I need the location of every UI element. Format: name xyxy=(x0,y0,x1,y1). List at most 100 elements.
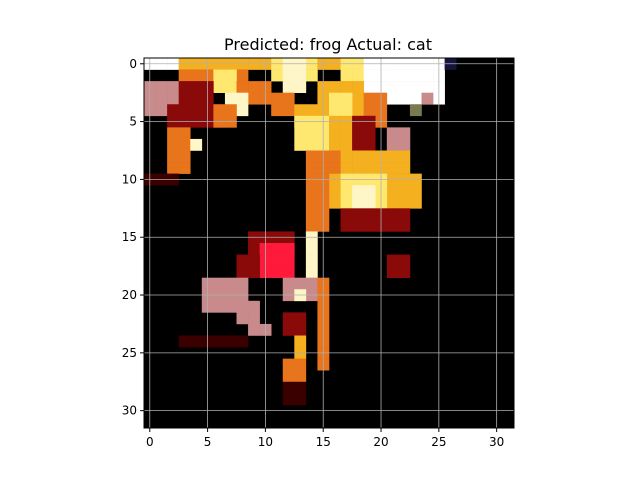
image-pixel xyxy=(363,127,376,140)
image-pixel xyxy=(305,196,318,209)
image-pixel xyxy=(167,92,179,105)
image-pixel xyxy=(340,81,353,93)
image-pixel xyxy=(329,127,341,140)
image-pixel xyxy=(386,162,399,174)
image-pixel xyxy=(340,162,353,174)
image-pixel xyxy=(305,138,318,151)
image-pixel xyxy=(409,185,422,198)
image-pixel xyxy=(386,196,399,209)
image-pixel xyxy=(167,150,179,163)
y-tick-label: 15 xyxy=(122,230,137,244)
image-pixel xyxy=(398,138,411,151)
image-pixel xyxy=(386,254,399,267)
image-pixel xyxy=(398,150,411,163)
image-pixel xyxy=(305,150,318,163)
image-pixel xyxy=(282,312,295,325)
image-pixel xyxy=(224,300,237,313)
image-pixel xyxy=(398,162,411,174)
image-pixel xyxy=(398,219,411,232)
image-pixel xyxy=(167,104,179,117)
image-pixel xyxy=(352,196,364,209)
image-pixel xyxy=(329,92,341,105)
image-pixel xyxy=(190,92,203,105)
x-tick-label: 20 xyxy=(373,435,388,449)
image-pixel xyxy=(236,81,249,93)
image-pixel xyxy=(398,92,411,105)
y-tick-label: 10 xyxy=(122,172,137,186)
image-pixel xyxy=(248,323,260,336)
image-pixel xyxy=(178,69,191,82)
image-pixel xyxy=(398,81,411,93)
image-pixel xyxy=(386,266,399,278)
image-pixel xyxy=(248,254,260,267)
image-pixel xyxy=(340,69,353,82)
image-pixel xyxy=(352,127,364,140)
image-pixel xyxy=(340,127,353,140)
image-pixel xyxy=(363,69,376,82)
image-pixel xyxy=(398,266,411,278)
image-pixel xyxy=(248,266,260,278)
y-tick-label: 25 xyxy=(122,346,137,360)
image-pixel xyxy=(248,92,260,105)
image-pixel xyxy=(398,127,411,140)
image-pixel xyxy=(363,81,376,93)
image-pixel xyxy=(248,300,260,313)
image-pixel xyxy=(282,92,295,105)
image-pixel xyxy=(386,127,399,140)
image-pixel xyxy=(386,150,399,163)
image-pixel xyxy=(409,69,422,82)
image-pixel xyxy=(282,381,295,394)
image-pixel xyxy=(340,150,353,163)
image-pixel xyxy=(340,138,353,151)
image-pixel xyxy=(352,208,364,221)
image-pixel xyxy=(282,104,295,117)
image-pixel xyxy=(398,185,411,198)
image-pixel xyxy=(386,219,399,232)
image-pixel xyxy=(224,335,237,348)
image-pixel xyxy=(352,92,364,105)
image-pixel xyxy=(363,208,376,221)
image-pixel xyxy=(421,69,434,82)
image-pixel xyxy=(294,81,307,93)
image-pixel xyxy=(178,150,191,163)
image-pixel xyxy=(282,358,295,371)
image-pixel xyxy=(363,219,376,232)
image-pixel xyxy=(224,81,237,93)
image-plot xyxy=(143,57,515,429)
image-pixel xyxy=(178,92,191,105)
image-pixel xyxy=(155,81,168,93)
image-pixel xyxy=(190,138,203,151)
image-pixel xyxy=(329,104,341,117)
image-pixel xyxy=(236,312,249,325)
image-pixel xyxy=(213,335,226,348)
image-pixel xyxy=(190,69,203,82)
image-pixel xyxy=(386,185,399,198)
image-pixel xyxy=(398,254,411,267)
image-pixel xyxy=(282,277,295,290)
y-axis: 0 5 10 15 20 25 30 xyxy=(122,57,144,418)
y-tick-label: 30 xyxy=(122,404,137,418)
image-pixel xyxy=(282,254,295,267)
x-tick-label: 25 xyxy=(431,435,446,449)
image-pixel xyxy=(363,92,376,105)
image-pixel xyxy=(352,162,364,174)
image-pixel xyxy=(213,81,226,93)
image-pixel xyxy=(271,254,284,267)
image-pixel xyxy=(178,127,191,140)
image-pixel xyxy=(305,185,318,198)
image-pixel xyxy=(294,335,307,348)
image-pixel xyxy=(294,358,307,371)
image-pixel xyxy=(282,393,295,406)
image-pixel xyxy=(271,92,284,105)
image-pixel xyxy=(352,219,364,232)
image-pixel xyxy=(398,196,411,209)
image-pixel xyxy=(409,81,422,93)
y-tick-label: 0 xyxy=(129,57,137,71)
image-pixel xyxy=(363,150,376,163)
image-pixel xyxy=(294,323,307,336)
image-pixel xyxy=(190,335,203,348)
image-pixel xyxy=(178,104,191,117)
image-pixel xyxy=(167,127,179,140)
x-tick-label: 15 xyxy=(316,435,331,449)
image-pixel xyxy=(213,69,226,82)
